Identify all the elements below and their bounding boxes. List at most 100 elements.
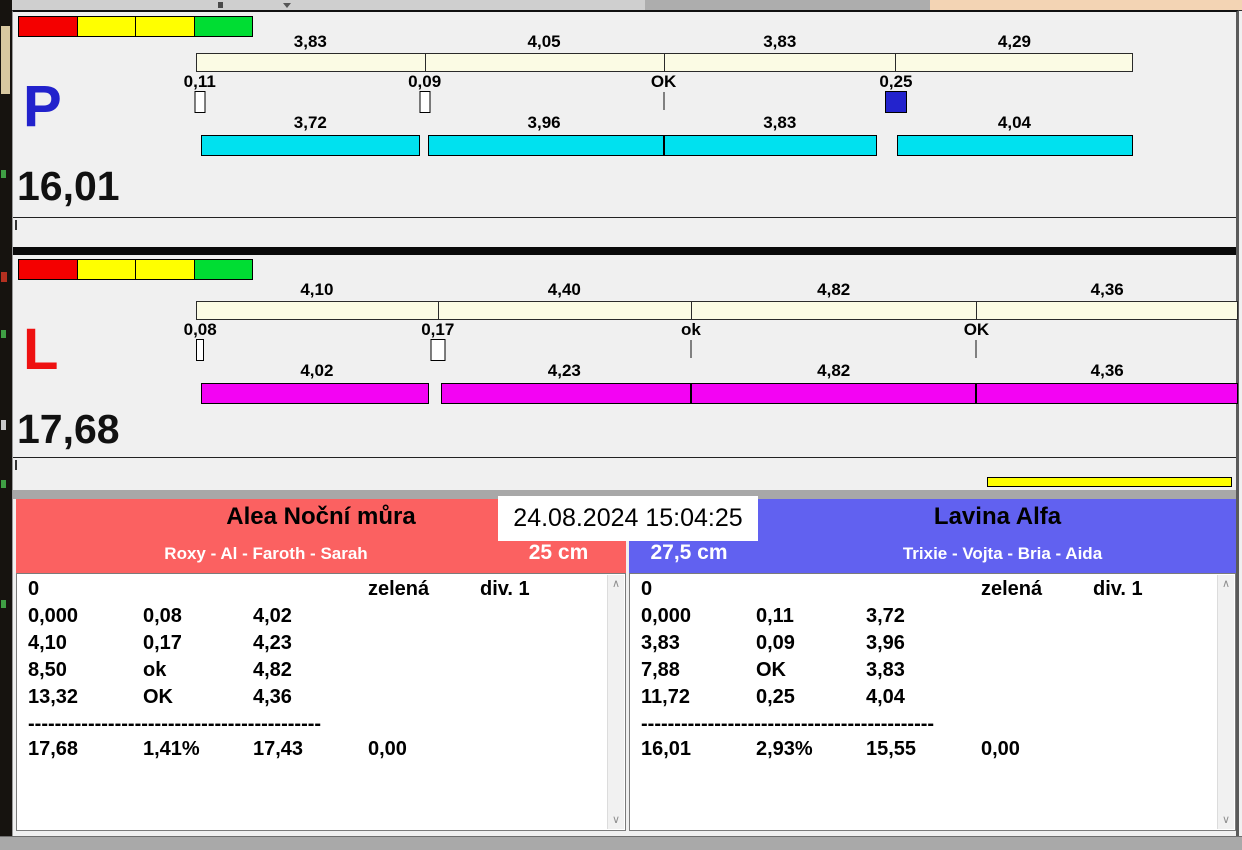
crossing-labels: 0,11 0,09 OK 0,25	[184, 72, 1133, 91]
ideal-split-label: 4,10	[300, 280, 334, 299]
actual-split-label: 4,36	[1090, 361, 1124, 380]
crossing-value: 0,09	[756, 632, 795, 654]
scale-divider	[895, 54, 897, 71]
crossing-label: 0,09	[408, 72, 442, 91]
datetime-text: 24.08.2024 15:04:25	[513, 504, 743, 532]
jump-height: 27,5 cm	[650, 541, 728, 564]
total-time: 17,68	[28, 738, 79, 760]
crossing-marker-line	[690, 340, 692, 358]
actual-split-labels: 4,02 4,23 4,82 4,36	[196, 362, 1238, 380]
lane-divider	[13, 247, 1236, 255]
actual-split-label: 4,04	[997, 113, 1031, 132]
run-bar-segment	[663, 135, 878, 156]
ideal-split-labels: 3,83 4,05 3,83 4,29	[196, 33, 1133, 51]
light-yellow-1	[77, 17, 136, 36]
ideal-split-label: 3,83	[763, 32, 797, 51]
results-table-left[interactable]: 0 zelená div. 1 0,000 0,08 4,02 4,10 0,1…	[16, 573, 626, 831]
crossing-value: OK	[756, 659, 786, 681]
scroll-down-icon[interactable]: ∨	[1221, 814, 1231, 826]
split-time: 3,96	[866, 632, 905, 654]
crossing-marker-rect	[419, 91, 431, 113]
crossing-marker-rect	[196, 339, 205, 361]
loss-percent: 2,93%	[756, 738, 813, 760]
light-red	[19, 260, 78, 279]
penalty-count: 0	[641, 578, 653, 600]
crossing-label: 0,17	[421, 320, 455, 339]
team-name: Lavina Alfa	[933, 503, 1062, 530]
run-bar-segment	[201, 383, 430, 404]
light-green	[194, 260, 252, 279]
spacer-strip	[13, 218, 1236, 247]
team-members: Trixie - Vojta - Bria - Aida	[902, 544, 1103, 563]
status-color: zelená	[368, 578, 430, 600]
crossing-marker-rect	[430, 339, 446, 361]
table-row: 4,10 0,17 4,23	[28, 630, 605, 657]
ideal-split-label: 3,83	[293, 32, 327, 51]
table-row: 3,83 0,09 3,96	[641, 630, 1215, 657]
timing-main-window: P 3,83 4,05 3,83 4,29 0,11 0,09 OK	[12, 10, 1239, 836]
crossing-label: 0,11	[183, 72, 216, 91]
section-separator	[13, 490, 1236, 499]
results-table-right[interactable]: 0 zelená div. 1 0,000 0,11 3,72 3,83 0,0…	[629, 573, 1236, 831]
table-row: 7,88 OK 3,83	[641, 657, 1215, 684]
cumulative-time: 13,32	[28, 686, 79, 708]
actual-split-labels: 3,72 3,96 3,83 4,04	[196, 114, 1133, 132]
lane-l-total-time: 17,68	[17, 406, 120, 452]
scrollbar[interactable]: ∧ ∨	[607, 575, 624, 829]
table-row: 0,000 0,08 4,02	[28, 603, 605, 630]
ideal-split-label: 4,05	[527, 32, 561, 51]
crossing-value: ok	[143, 659, 167, 681]
cumulative-time: 7,88	[641, 659, 680, 681]
teams-panel: Alea Noční můra Roxy - Al - Faroth - Sar…	[16, 496, 1236, 831]
background-toolbar-cell	[350, 0, 436, 10]
lane-p-run-bar	[196, 135, 1133, 156]
actual-split-label: 4,23	[547, 361, 581, 380]
crossing-marker-rect	[194, 91, 206, 113]
cumulative-time: 0,000	[28, 605, 79, 627]
separator-row: ----------------------------------------…	[641, 713, 935, 735]
crossing-label: 0,25	[879, 72, 913, 91]
lane-p-total-time: 16,01	[17, 163, 120, 209]
lane-l-scale-bar	[196, 301, 1238, 320]
table-row: 0 zelená div. 1	[641, 576, 1215, 603]
run-bar-segment	[440, 383, 691, 404]
split-time: 3,83	[866, 659, 905, 681]
crossing-label: OK	[963, 320, 990, 339]
split-time: 4,36	[253, 686, 292, 708]
background-sliver-mark	[1, 480, 6, 488]
cursor-tick	[15, 460, 17, 470]
scroll-up-icon[interactable]: ∧	[1221, 578, 1231, 590]
team-name: Alea Noční můra	[226, 503, 416, 530]
division: div. 1	[480, 578, 530, 600]
background-toolbar-cell	[510, 0, 646, 10]
background-toolbar-cell	[435, 0, 511, 10]
background-window-left-sliver	[0, 0, 12, 850]
run-bar-segment	[690, 383, 977, 404]
totals-row: 17,68 1,41% 17,43 0,00	[28, 736, 605, 763]
table-row: 8,50 ok 4,82	[28, 657, 605, 684]
actual-split-label: 3,96	[527, 113, 561, 132]
background-sliver-mark	[1, 272, 7, 282]
split-time: 4,82	[253, 659, 292, 681]
scroll-up-icon[interactable]: ∧	[611, 578, 621, 590]
lane-l-run-bar	[196, 383, 1238, 404]
division: div. 1	[1093, 578, 1143, 600]
scrollbar[interactable]: ∧ ∨	[1217, 575, 1234, 829]
run-bar-segment	[200, 135, 420, 156]
penalty-count: 0	[28, 578, 40, 600]
ideal-split-labels: 4,10 4,40 4,82 4,36	[196, 281, 1238, 299]
net-time: 17,43	[253, 738, 304, 760]
table-row: 13,32 OK 4,36	[28, 684, 605, 711]
run-bar-segment	[428, 135, 664, 156]
run-bar-segment	[896, 135, 1133, 156]
cumulative-time: 11,72	[641, 686, 690, 708]
spacer-strip	[13, 458, 1236, 490]
team-members: Roxy - Al - Faroth - Sarah	[164, 544, 368, 563]
ideal-split-label: 4,40	[547, 280, 581, 299]
actual-split-label: 3,72	[293, 113, 327, 132]
scroll-down-icon[interactable]: ∨	[611, 814, 621, 826]
lane-p-bars: 3,83 4,05 3,83 4,29 0,11 0,09 OK 0,25	[184, 12, 1133, 217]
table-row: 11,72 0,25 4,04	[641, 684, 1215, 711]
crossing-label: 0,08	[183, 320, 217, 339]
actual-split-label: 4,82	[817, 361, 851, 380]
